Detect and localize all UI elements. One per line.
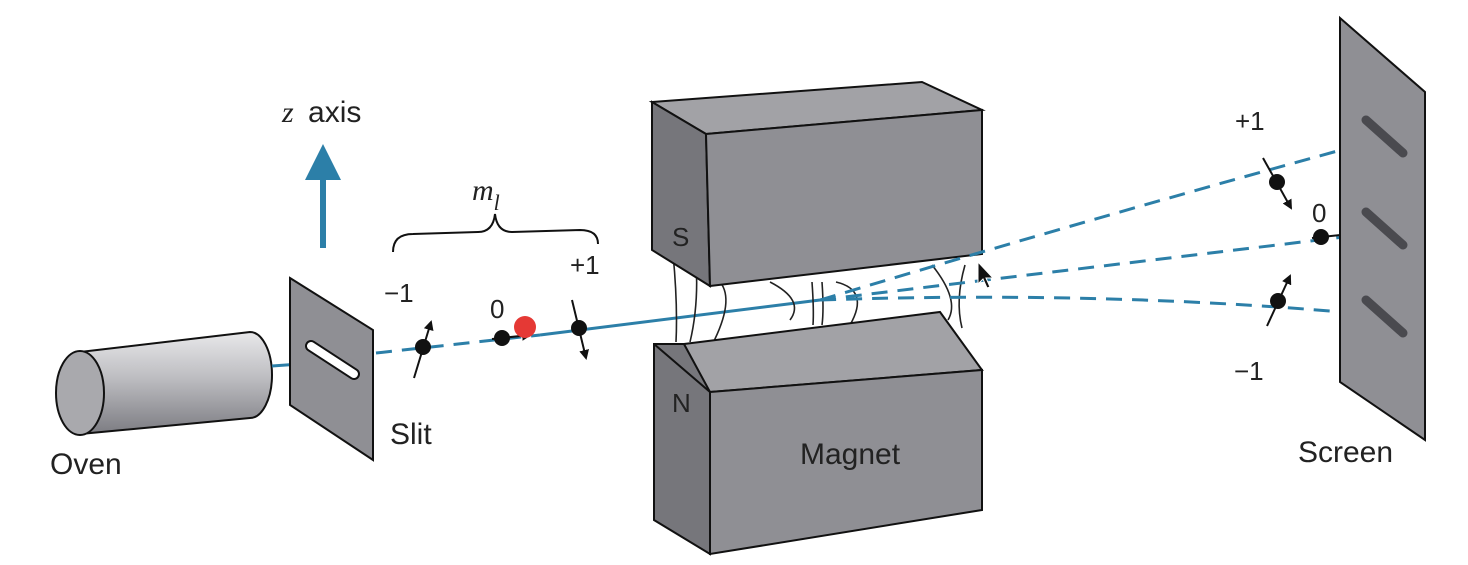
right-label-plus1: +1 [1235, 106, 1265, 136]
screen-mark-plus1 [1361, 115, 1408, 158]
ml-label: ml [472, 174, 500, 215]
magnet [648, 80, 986, 556]
screen-mark-0 [1361, 207, 1408, 250]
screen-mark-minus1 [1361, 295, 1408, 338]
beam-split-plus1 [819, 136, 1386, 302]
left-label-plus1: +1 [570, 250, 600, 280]
left-label-minus1: −1 [384, 278, 414, 308]
magnet-label: Magnet [800, 438, 901, 471]
beam-split-0 [819, 230, 1386, 302]
atom-spin-right-minus1 [1266, 274, 1292, 327]
screen-plate [1339, 15, 1426, 442]
right-label-minus1: −1 [1234, 356, 1264, 386]
oven [55, 330, 273, 436]
left-label-0: 0 [490, 294, 504, 324]
atom-spin-left-minus1 [413, 320, 434, 379]
mouse-cursor-icon [977, 260, 995, 289]
beam-split-minus1 [819, 295, 1386, 318]
beam-slit-magnet-dashed [375, 333, 541, 355]
slit-plate [289, 276, 374, 462]
red-dot-marker [514, 316, 536, 338]
atom-spin-right-plus1 [1262, 157, 1292, 210]
magnet-field-lines [671, 243, 966, 346]
slit-label: Slit [390, 418, 432, 451]
oven-label: Oven [50, 448, 122, 481]
screen-label: Screen [1298, 436, 1393, 469]
magnet-pole-n: N [672, 388, 691, 418]
right-label-0: 0 [1312, 198, 1326, 228]
atom-spin-left-plus1 [571, 299, 589, 360]
ml-brace [392, 213, 599, 253]
z-axis-label: z axis [281, 96, 361, 129]
magnet-pole-s: S [672, 222, 689, 252]
